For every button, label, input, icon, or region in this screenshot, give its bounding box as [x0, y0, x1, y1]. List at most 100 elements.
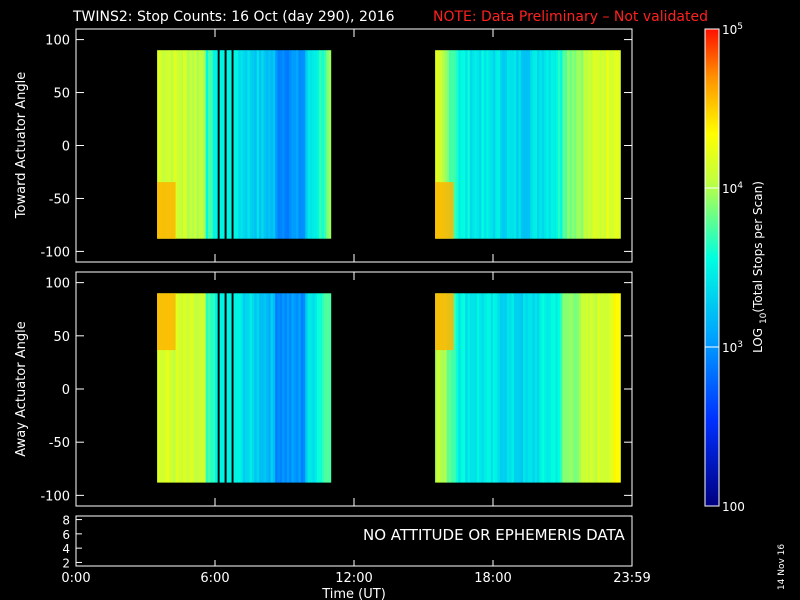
heatmap-column	[307, 50, 311, 239]
heatmap-column	[177, 50, 181, 239]
heatmap-column	[611, 293, 614, 483]
heatmap-column	[541, 50, 545, 239]
heatmap-column	[444, 293, 447, 483]
heatmap-column	[585, 50, 589, 239]
heatmap-column	[511, 50, 515, 239]
heatmap-column	[312, 50, 315, 239]
heatmap-column	[275, 293, 278, 483]
heatmap-column	[300, 50, 304, 239]
heatmap-column	[460, 293, 464, 483]
heatmap-column	[266, 293, 269, 483]
heatmap-column	[303, 50, 306, 239]
heatmap-edge-band	[157, 293, 176, 351]
heatmap-column	[506, 50, 510, 239]
heatmap-column	[240, 50, 244, 239]
heatmap-column	[161, 50, 165, 239]
heatmap-column	[326, 293, 329, 483]
heatmap-column	[500, 293, 503, 483]
heatmap-column	[238, 50, 241, 239]
heatmap-column	[486, 50, 489, 239]
heatmap-column	[277, 50, 281, 239]
heatmap-column	[592, 293, 596, 483]
heatmap-column	[483, 293, 487, 483]
heatmap-column	[298, 50, 302, 239]
heatmap-column	[490, 50, 494, 239]
heatmap-column	[298, 293, 302, 483]
colorbar-tick-label: 103	[722, 340, 743, 355]
heatmap-column	[555, 293, 559, 483]
heatmap-column	[289, 293, 292, 483]
heatmap-column	[268, 50, 271, 239]
heatmap-column	[238, 293, 241, 483]
heatmap-column	[437, 50, 441, 239]
heatmap-column	[166, 50, 170, 239]
heatmap-column	[205, 293, 209, 483]
heatmap-column	[550, 293, 554, 483]
heatmap-column	[548, 293, 552, 483]
heatmap-column	[171, 50, 174, 239]
heatmap-column	[245, 293, 248, 483]
heatmap-column	[226, 50, 230, 239]
heatmap-column	[189, 50, 193, 239]
heatmap-column	[569, 50, 573, 239]
heatmap-column	[221, 50, 225, 239]
heatmap-column	[219, 293, 223, 483]
heatmap-column	[272, 293, 276, 483]
heatmap-column	[553, 293, 556, 483]
heatmap-column	[546, 293, 549, 483]
heatmap-column	[215, 293, 218, 483]
heatmap-column	[520, 50, 524, 239]
heatmap-column	[182, 50, 186, 239]
heatmap-column	[242, 50, 246, 239]
x-tick-label: 18:00	[474, 571, 511, 586]
heatmap-column	[476, 50, 480, 239]
toward-y-ticks: 100 50 0 -50 -100	[40, 29, 633, 262]
x-axis-label: Time (UT)	[321, 587, 386, 600]
heatmap-column	[497, 293, 501, 483]
heatmap-column	[592, 50, 596, 239]
heatmap-column	[444, 50, 447, 239]
heatmap-column	[451, 293, 454, 483]
heatmap-column	[486, 293, 489, 483]
colorbar-tick-label: 105	[722, 22, 743, 37]
heatmap-column	[483, 50, 487, 239]
y-tick-label: 2	[62, 556, 70, 570]
heatmap-column	[541, 293, 545, 483]
y-tick-label: 0	[62, 383, 70, 398]
heatmap-column	[588, 293, 591, 483]
heatmap-column	[574, 293, 577, 483]
heatmap-column	[270, 293, 274, 483]
heatmap-column	[289, 50, 292, 239]
heatmap-column	[462, 293, 466, 483]
heatmap-column	[562, 293, 566, 483]
heatmap-column	[571, 293, 575, 483]
heatmap-column	[279, 50, 283, 239]
heatmap-column	[476, 293, 480, 483]
heatmap-column	[226, 293, 230, 483]
heatmap-column	[453, 293, 457, 483]
heatmap-column	[187, 293, 190, 483]
heatmap-column	[166, 293, 170, 483]
heatmap-column	[252, 293, 255, 483]
heatmap-column	[455, 50, 459, 239]
heatmap-column	[583, 50, 587, 239]
heatmap-column	[530, 293, 533, 483]
heatmap-column	[293, 293, 297, 483]
heatmap-column	[567, 293, 570, 483]
heatmap-column	[275, 50, 278, 239]
heatmap-column	[310, 50, 313, 239]
heatmap-column	[467, 50, 471, 239]
heatmap-column	[513, 293, 517, 483]
heatmap-edge-band	[435, 293, 454, 351]
heatmap-column	[203, 293, 207, 483]
heatmap-column	[180, 50, 183, 239]
y-tick-label: -50	[49, 436, 70, 451]
heatmap-column	[606, 293, 610, 483]
heatmap-column	[611, 50, 614, 239]
heatmap-column	[544, 50, 547, 239]
heatmap-column	[509, 293, 512, 483]
y-tick-label: 0	[62, 140, 70, 155]
heatmap-column	[261, 50, 264, 239]
heatmap-column	[439, 50, 443, 239]
heatmap-column	[532, 50, 536, 239]
